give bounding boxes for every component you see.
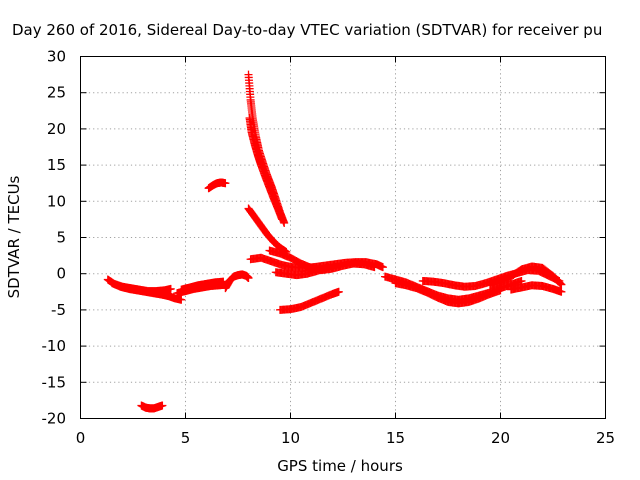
- data-point: [370, 263, 379, 272]
- data-point: [278, 215, 287, 224]
- x-axis: 0 5 10 15 20 25: [76, 56, 615, 447]
- x-axis-label: GPS time / hours: [277, 457, 403, 475]
- y-tick-label: 15: [47, 156, 66, 174]
- data-point: [555, 278, 564, 287]
- y-tick-label: 30: [47, 48, 66, 66]
- series-arc-main-early-low: [108, 279, 186, 304]
- data-point: [324, 263, 333, 272]
- data-point: [158, 401, 167, 410]
- data-point: [177, 295, 186, 304]
- data-point: [334, 287, 343, 296]
- data-point: [557, 280, 566, 289]
- y-tick-label: -15: [42, 373, 67, 391]
- series-arc-peak-b: [245, 114, 287, 224]
- data-point: [378, 263, 387, 272]
- series-arc-12: [204, 178, 230, 193]
- series-arc-peak-a: [244, 70, 289, 228]
- y-tick-label: -10: [42, 337, 67, 355]
- x-tick-label: 25: [596, 429, 615, 447]
- y-tick-label: 10: [47, 192, 66, 210]
- series-arc-neg-18: [137, 401, 167, 413]
- series-arc-late-d: [486, 262, 566, 290]
- x-tick-label: 20: [491, 429, 510, 447]
- series-arc-mid-c: [271, 263, 333, 280]
- y-axis: -20 -15 -10 -5 0 5 10 15 20 25 30: [42, 48, 606, 428]
- x-tick-label: 5: [181, 429, 191, 447]
- y-tick-label: -5: [51, 301, 66, 319]
- data-point: [496, 286, 505, 295]
- x-tick-label: 15: [386, 429, 405, 447]
- data-point: [244, 274, 253, 283]
- series-arc-early-3: [177, 277, 228, 294]
- series-arc-late-b: [391, 279, 505, 308]
- series-arc-late-e: [507, 281, 566, 296]
- data-point: [556, 279, 565, 288]
- series-arc-bump-7: [221, 270, 253, 293]
- y-tick-label: 25: [47, 84, 66, 102]
- chart-title: Day 260 of 2016, Sidereal Day-to-day VTE…: [12, 21, 602, 39]
- y-axis-label: SDTVAR / TECUs: [5, 175, 23, 298]
- data-points: [103, 70, 566, 413]
- x-tick-label: 10: [281, 429, 300, 447]
- series-arc-neg-5: [276, 287, 343, 314]
- y-tick-label: 0: [56, 265, 66, 283]
- data-point: [221, 179, 230, 188]
- y-tick-label: 5: [56, 229, 66, 247]
- grid: [80, 56, 606, 419]
- y-tick-label: 20: [47, 120, 66, 138]
- series-arc-peak-c: [244, 204, 291, 256]
- data-point: [166, 284, 175, 293]
- x-tick-label: 0: [76, 429, 86, 447]
- data-point: [557, 287, 566, 296]
- y-tick-label: -20: [42, 410, 67, 428]
